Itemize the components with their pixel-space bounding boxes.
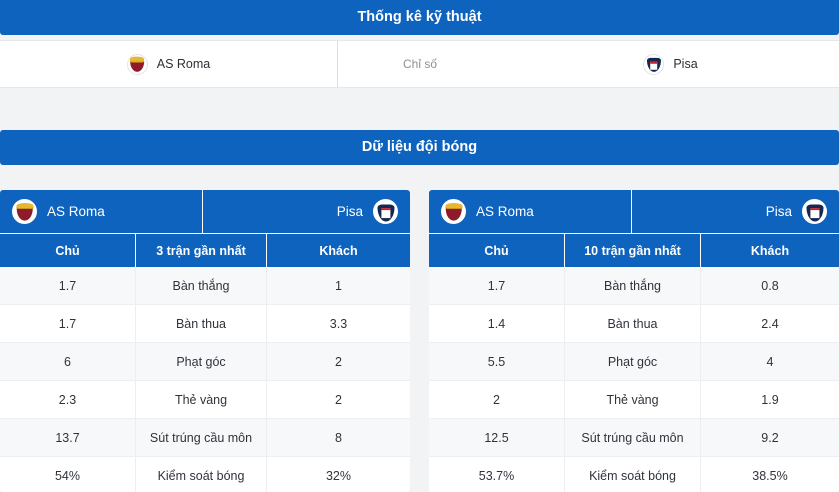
strip-metric-label: Chỉ số	[337, 41, 502, 87]
cell-home-value: 54%	[54, 468, 81, 483]
as-roma-crest-icon	[126, 53, 148, 75]
strip-home-team-label: AS Roma	[156, 57, 211, 71]
strip-away-team[interactable]: Pisa	[502, 41, 839, 87]
cell-away-value: 2	[335, 392, 342, 407]
cell-metric-name: Phạt góc	[135, 343, 267, 380]
cell-metric-name: Phạt góc	[564, 343, 701, 380]
column-header-home: Chủ	[55, 243, 80, 258]
cell-away-value: 2.4	[761, 316, 779, 331]
table-row: 1.7 Bàn thua 3.3	[0, 305, 410, 343]
cell-home-value: 2.3	[58, 392, 77, 407]
metric-label-text: Chỉ số	[402, 57, 437, 71]
cell-home-value: 1.7	[58, 278, 77, 293]
cell-away-value: 2	[335, 354, 342, 369]
table-gap-divider	[410, 190, 429, 492]
cell-away-value: 0.8	[761, 278, 779, 293]
table-home-team-label: AS Roma	[47, 204, 105, 219]
cell-metric-name: Kiểm soát bóng	[135, 457, 267, 492]
cell-home-value: 12.5	[484, 430, 509, 445]
table-away-team-label: Pisa	[336, 204, 363, 219]
table-away-team[interactable]: Pisa	[631, 190, 839, 233]
pisa-crest-icon	[802, 199, 827, 224]
cell-metric-name: Thẻ vàng	[135, 381, 267, 418]
table-row: 13.7 Sút trúng cầu môn 8	[0, 419, 410, 457]
table-home-team-label: AS Roma	[476, 204, 534, 219]
cell-away-value: 1	[335, 278, 342, 293]
table-row: 12.5 Sút trúng cầu môn 9.2	[429, 419, 839, 457]
cell-home-value: 1.7	[58, 316, 77, 331]
cell-home-value: 6	[64, 354, 71, 369]
cell-away-value: 4	[766, 354, 774, 369]
column-header-away: Khách	[319, 243, 358, 258]
table-home-team[interactable]: AS Roma	[0, 190, 202, 233]
cell-metric-name: Bàn thua	[135, 305, 267, 342]
cell-home-value: 2	[493, 392, 500, 407]
column-header-metric: 10 trận gần nhất	[564, 234, 701, 267]
cell-metric-name: Thẻ vàng	[564, 381, 701, 418]
cell-metric-name: Bàn thắng	[135, 267, 267, 304]
cell-home-value: 53.7%	[478, 468, 515, 483]
table-row: 1.4 Bàn thua 2.4	[429, 305, 839, 343]
stat-table-last-10: AS Roma Pisa Chủ 10 trận gần nhất Khách …	[429, 190, 839, 492]
technical-stats-title: Thống kê kỹ thuật	[0, 0, 839, 35]
table-row: 6 Phạt góc 2	[0, 343, 410, 381]
table-row: 2 Thẻ vàng 1.9	[429, 381, 839, 419]
table-row: 2.3 Thẻ vàng 2	[0, 381, 410, 419]
cell-metric-name: Kiểm soát bóng	[564, 457, 701, 492]
table-away-team[interactable]: Pisa	[202, 190, 410, 233]
table-row: 5.5 Phạt góc 4	[429, 343, 839, 381]
table-header-row: Chủ 3 trận gần nhất Khách	[0, 233, 410, 267]
as-roma-crest-icon	[441, 199, 466, 224]
strip-away-team-label: Pisa	[673, 57, 698, 71]
table-home-team[interactable]: AS Roma	[429, 190, 631, 233]
table-row: 54% Kiểm soát bóng 32%	[0, 457, 410, 492]
cell-away-value: 8	[335, 430, 342, 445]
cell-away-value: 32%	[325, 468, 352, 483]
column-header-home: Chủ	[484, 243, 509, 258]
stat-table-last-3: AS Roma Pisa Chủ 3 trận gần nhất Khách 1…	[0, 190, 410, 492]
cell-metric-name: Bàn thắng	[564, 267, 701, 304]
column-header-metric: 3 trận gần nhất	[135, 234, 267, 267]
table-team-banner: AS Roma Pisa	[0, 190, 410, 233]
cell-home-value: 5.5	[487, 354, 506, 369]
table-team-banner: AS Roma Pisa	[429, 190, 839, 233]
table-header-row: Chủ 10 trận gần nhất Khách	[429, 233, 839, 267]
column-header-away: Khách	[750, 243, 790, 258]
cell-home-value: 13.7	[55, 430, 80, 445]
cell-away-value: 9.2	[761, 430, 779, 445]
table-row: 53.7% Kiểm soát bóng 38.5%	[429, 457, 839, 492]
cell-metric-name: Bàn thua	[564, 305, 701, 342]
cell-away-value: 3.3	[329, 316, 348, 331]
pisa-crest-icon	[643, 53, 665, 75]
strip-home-team[interactable]: AS Roma	[0, 41, 337, 87]
table-row: 1.7 Bàn thắng 1	[0, 267, 410, 305]
as-roma-crest-icon	[12, 199, 37, 224]
match-team-strip: AS Roma Chỉ số Pisa	[0, 40, 839, 88]
pisa-crest-icon	[373, 199, 398, 224]
cell-metric-name: Sút trúng cầu môn	[564, 419, 701, 456]
stat-tables-container: AS Roma Pisa Chủ 3 trận gần nhất Khách 1…	[0, 190, 839, 492]
table-row: 1.7 Bàn thắng 0.8	[429, 267, 839, 305]
cell-home-value: 1.4	[487, 316, 506, 331]
cell-away-value: 38.5%	[752, 468, 788, 483]
team-data-title: Dữ liệu đội bóng	[0, 130, 839, 165]
cell-home-value: 1.7	[487, 278, 506, 293]
table-away-team-label: Pisa	[765, 204, 792, 219]
cell-away-value: 1.9	[761, 392, 779, 407]
cell-metric-name: Sút trúng cầu môn	[135, 419, 267, 456]
